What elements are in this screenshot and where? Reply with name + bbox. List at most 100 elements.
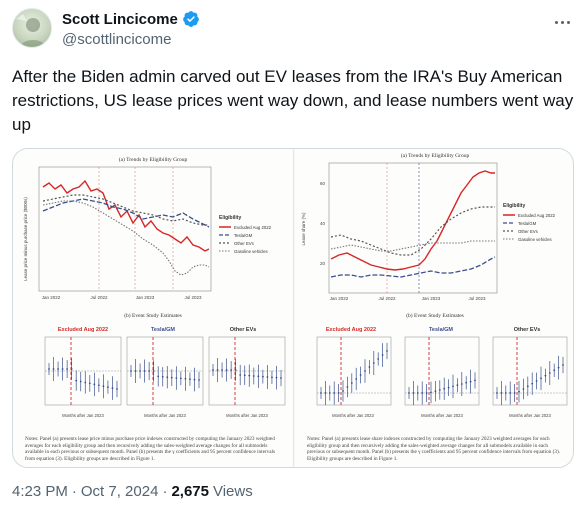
ci-point	[377, 358, 380, 360]
ci-point	[152, 370, 155, 372]
figure-left-xtick-3: Jan 2023	[136, 295, 155, 300]
ci-point	[230, 369, 233, 371]
more-options-icon[interactable]	[550, 12, 574, 32]
ci-point	[509, 392, 512, 394]
ci-point	[518, 390, 520, 393]
figure-left-subplot-2	[126, 336, 204, 406]
ci-point	[408, 392, 410, 394]
figure-left-legend-1: Excluded Aug 2022	[234, 225, 272, 230]
ci-point	[52, 368, 55, 370]
ci-point	[139, 370, 141, 372]
figure-right-sub-xlabel-2: Months after Jan 2023	[421, 413, 463, 418]
ci-point	[248, 374, 251, 377]
figure-left-ylabel: Lease price minus purchase price ($000s)	[23, 197, 28, 281]
figure-right-legend-2: Tesla/GM	[518, 221, 537, 226]
figure-left-sub-xlabel-2: Months after Jan 2023	[144, 413, 186, 418]
ci-point	[48, 368, 50, 370]
ci-point	[412, 392, 415, 394]
ci-point	[416, 392, 419, 394]
figure-right-legend-4: Gasoline vehicles	[518, 237, 552, 242]
figure-right-legend-3: Other EVs	[518, 229, 538, 234]
views-count: 2,675	[171, 483, 209, 500]
figure-right-xtick-2: Jul 2022	[378, 296, 396, 301]
figure-right-subplot-3	[492, 336, 568, 406]
ci-point	[189, 378, 191, 381]
figure-right-sub-title-2: Tesla/GM	[429, 327, 453, 333]
ci-point	[266, 376, 269, 378]
ci-point	[57, 368, 59, 370]
ci-point	[504, 392, 507, 394]
ci-point	[61, 368, 64, 370]
tweet-header: Scott Lincicome @scottlincicome	[12, 8, 574, 56]
ci-point	[193, 378, 196, 381]
author-display-name[interactable]: Scott Lincicome	[62, 10, 178, 28]
ci-point	[221, 369, 223, 371]
figure-left-sub-title-3: Other EVs	[230, 327, 257, 333]
ci-point	[198, 379, 200, 381]
ci-point	[500, 392, 503, 394]
ci-point	[474, 379, 476, 382]
ci-point	[535, 380, 538, 382]
figure-left-xtick-2: Jul 2022	[90, 295, 108, 300]
ci-point	[443, 387, 446, 390]
ci-point	[425, 392, 428, 394]
ci-point	[368, 366, 371, 368]
ci-point	[271, 376, 273, 379]
ci-point	[562, 364, 564, 366]
ci-point	[79, 380, 82, 383]
tweet-media[interactable]: (a) Trends by Eligibility Group Lease pr…	[12, 148, 574, 468]
figure-left-line-tesla	[42, 198, 210, 228]
ci-point	[84, 381, 87, 384]
ci-point	[496, 392, 498, 394]
figure-right-plot-frame	[328, 162, 498, 294]
ci-point	[328, 392, 331, 394]
ci-point	[225, 369, 228, 371]
figure-left-legend-3: Other EVs	[234, 241, 254, 246]
ci-point	[381, 354, 384, 356]
ci-point	[522, 388, 525, 390]
figure-right-line-other	[330, 206, 495, 256]
ci-point	[175, 377, 178, 379]
figure-left-sub-xlabel-3: Months after Jan 2023	[226, 413, 268, 418]
figure-right-legend-1: Excluded Aug 2022	[518, 213, 556, 218]
ci-point	[234, 369, 237, 371]
ci-point	[88, 382, 91, 385]
ci-point	[243, 374, 246, 377]
ci-point	[252, 375, 255, 377]
ci-point	[364, 370, 366, 372]
tweet-text: After the Biden admin carved out EV leas…	[12, 67, 574, 134]
meta-separator: ·	[71, 483, 77, 500]
ci-point	[540, 377, 542, 380]
ci-point	[452, 385, 454, 388]
ci-point	[93, 383, 96, 386]
ci-point	[66, 368, 69, 370]
figure-left-legend-4: Gasoline vehicles	[234, 249, 268, 254]
figure-right-ytick-20: 20	[320, 261, 326, 266]
figure-right-notes: Notes: Panel (a) presents lease share in…	[307, 436, 560, 462]
avatar-photo	[16, 14, 47, 47]
meta-separator: ·	[162, 483, 168, 500]
ci-point	[212, 369, 214, 371]
figure-lease-price: (a) Trends by Eligibility Group Lease pr…	[13, 149, 294, 467]
figure-left-subplot-1	[44, 336, 122, 406]
ci-point	[544, 374, 547, 377]
figure-right-xtick-1: Jan 2022	[330, 296, 349, 301]
author-handle[interactable]: @scottlincicome	[62, 31, 172, 48]
tweet-meta: 4:23 PM · Oct 7, 2024 · 2,675 Views	[12, 483, 253, 500]
ci-point	[355, 378, 358, 380]
ci-point	[97, 384, 100, 387]
ci-point	[324, 392, 327, 394]
ci-point	[531, 382, 534, 385]
avatar[interactable]	[12, 8, 52, 48]
ci-point	[553, 369, 556, 372]
tweet-date[interactable]: Oct 7, 2024	[80, 483, 159, 500]
figure-right-ytick-40: 40	[320, 221, 326, 226]
figure-left-notes: Notes: Panel (a) presents lease price mi…	[25, 436, 275, 462]
figure-right-title-a: (a) Trends by Eligibility Group	[401, 152, 470, 159]
figure-left-legend-title: Eligibility	[219, 215, 241, 221]
figure-left-line-other	[42, 194, 209, 226]
ci-point	[257, 375, 260, 378]
tweet-time[interactable]: 4:23 PM	[12, 483, 68, 500]
ci-point	[130, 370, 132, 372]
ci-point	[116, 388, 118, 390]
